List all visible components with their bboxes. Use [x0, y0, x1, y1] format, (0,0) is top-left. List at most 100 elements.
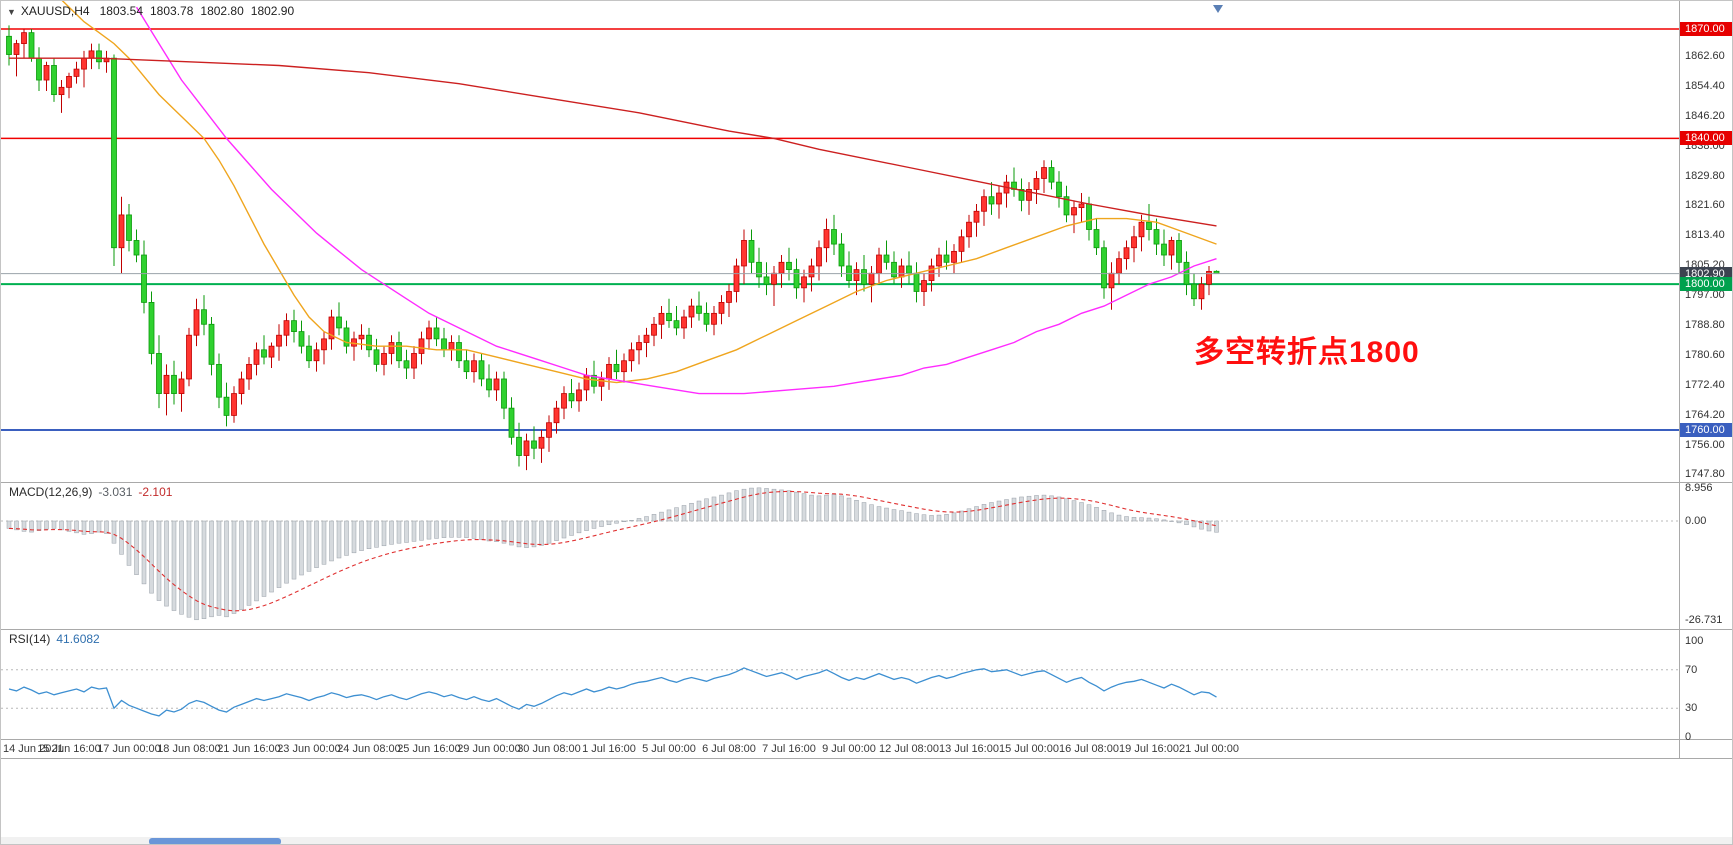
candle-body: [538, 436, 545, 449]
macd-histogram-bar: [441, 520, 447, 538]
macd-histogram-bar: [1094, 507, 1099, 522]
candle-body: [958, 236, 965, 252]
candle-body: [576, 389, 582, 402]
candle-body: [658, 312, 665, 325]
time-axis-label: 19 Jul 16:00: [1119, 743, 1179, 755]
macd-histogram-bar: [516, 520, 522, 548]
macd-histogram-bar: [66, 520, 72, 532]
macd-histogram-bar: [1154, 518, 1159, 522]
ohlc-close: 1802.90: [250, 4, 295, 18]
macd-histogram-bar: [231, 520, 237, 614]
candle-body: [523, 440, 530, 456]
macd-histogram-bar: [81, 520, 87, 535]
macd-histogram-bar: [966, 508, 972, 522]
macd-histogram-bar: [1131, 517, 1137, 522]
macd-histogram-bar: [149, 520, 154, 594]
macd-histogram-bar: [426, 520, 432, 540]
ohlc-low: 1802.80: [200, 4, 244, 18]
candle-body: [366, 334, 372, 351]
macd-histogram-bar: [1049, 495, 1054, 522]
candle-body: [808, 265, 815, 278]
macd-histogram-bar: [239, 520, 244, 611]
scrollbar-thumb[interactable]: [149, 838, 281, 844]
candle-body: [471, 360, 477, 373]
macd-histogram-bar: [1124, 516, 1129, 522]
macd-histogram-bar: [1064, 498, 1069, 522]
macd-indicator-label: MACD(12,26,9) -3.031 -2.101: [9, 485, 172, 499]
candle-body: [1108, 272, 1115, 289]
candle-body: [373, 349, 380, 365]
macd-histogram-bar: [6, 520, 12, 529]
candle-body: [216, 363, 222, 398]
macd-histogram-bar: [696, 500, 702, 522]
collapse-triangle-icon[interactable]: ▼: [7, 7, 16, 17]
time-axis-label: 25 Jun 16:00: [397, 743, 461, 755]
candle-body: [1206, 271, 1212, 285]
rsi-indicator-label: RSI(14) 41.6082: [9, 632, 100, 646]
price-badge: 1800.00: [1680, 277, 1732, 292]
macd-histogram-bar: [554, 520, 559, 541]
candle-body: [696, 305, 702, 314]
candle-body: [358, 334, 365, 340]
time-axis-label: 15 Jun 16:00: [37, 743, 101, 755]
candle-body: [718, 302, 725, 314]
ohlc-open: 1803.54: [99, 4, 143, 18]
macd-histogram-bar: [996, 500, 1002, 522]
candle-body: [883, 254, 890, 263]
macd-histogram-bar: [336, 520, 342, 559]
candle-body: [516, 436, 522, 456]
macd-histogram-bar: [786, 490, 792, 522]
candle-body: [328, 316, 335, 340]
price-badge: 1840.00: [1680, 131, 1732, 146]
candle-body: [703, 312, 710, 325]
price-tick-label: 1747.80: [1685, 468, 1725, 481]
horizontal-scrollbar[interactable]: [1, 837, 1732, 844]
candle-body: [313, 349, 320, 362]
macd-histogram-bar: [1019, 496, 1024, 522]
candle-body: [1056, 181, 1062, 198]
chart-shift-marker-icon[interactable]: [1213, 5, 1223, 13]
macd-histogram-bar: [329, 520, 334, 562]
candle-body: [403, 360, 410, 369]
macd-histogram-bar: [321, 520, 327, 565]
candle-body: [876, 254, 882, 274]
candle-body: [426, 327, 432, 340]
macd-histogram-bar: [284, 520, 289, 584]
macd-histogram-bar: [389, 520, 394, 545]
ohlc-high: 1803.78: [150, 4, 194, 18]
macd-histogram-bar: [674, 507, 679, 522]
macd-histogram-bar: [1086, 504, 1092, 522]
annotation-text: 多空转折点1800: [1194, 336, 1420, 369]
candle-body: [1176, 240, 1182, 263]
candle-body: [778, 261, 785, 274]
macd-histogram-bar: [471, 520, 477, 539]
macd-histogram-bar: [524, 520, 529, 548]
price-tick-label: 1862.60: [1685, 49, 1725, 62]
macd-histogram-bar: [89, 520, 94, 534]
price-tick-label: 1772.40: [1685, 378, 1725, 391]
macd-histogram-bar: [209, 520, 214, 618]
macd-histogram-bar: [171, 520, 177, 611]
candle-body: [823, 229, 830, 249]
macd-histogram-bar: [359, 520, 364, 551]
macd-histogram-bar: [839, 495, 844, 522]
macd-histogram-bar: [29, 520, 34, 533]
macd-histogram-bar: [1176, 520, 1182, 524]
macd-histogram-bar: [644, 516, 649, 522]
price-tick-label: 1797.00: [1685, 289, 1725, 302]
time-axis-label: 5 Jul 00:00: [642, 743, 696, 755]
candle-body: [43, 65, 50, 81]
candle-body: [793, 269, 800, 289]
candle-body: [973, 210, 980, 223]
macd-histogram-bar: [276, 520, 282, 588]
macd-histogram-bar: [704, 498, 709, 522]
candle-body: [546, 422, 552, 438]
candle-body: [1198, 283, 1205, 300]
macd-histogram-bar: [164, 520, 169, 607]
macd-histogram-bar: [629, 520, 634, 522]
candle-body: [598, 378, 605, 387]
candle-body: [133, 240, 140, 256]
macd-histogram-bar: [824, 494, 829, 522]
candle-body: [943, 254, 950, 263]
